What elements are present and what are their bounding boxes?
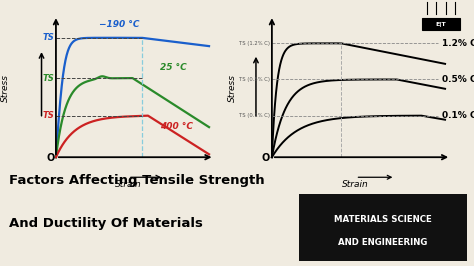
Text: 0.1% C: 0.1% C bbox=[442, 111, 474, 120]
Text: 0.5% C: 0.5% C bbox=[442, 75, 474, 84]
Text: Strain: Strain bbox=[115, 180, 141, 189]
Text: MATERIALS SCIENCE: MATERIALS SCIENCE bbox=[334, 215, 432, 224]
Text: Stress: Stress bbox=[1, 74, 10, 102]
Text: E|T: E|T bbox=[436, 22, 446, 27]
Text: AND ENGINEERING: AND ENGINEERING bbox=[338, 238, 428, 247]
Text: Strain: Strain bbox=[342, 180, 369, 189]
Text: −190 °C: −190 °C bbox=[99, 20, 139, 29]
Text: 1.2% C: 1.2% C bbox=[442, 39, 474, 48]
Text: 400 °C: 400 °C bbox=[160, 122, 193, 131]
Text: Stress: Stress bbox=[228, 74, 237, 102]
Text: Factors Affecting Tensile Strength: Factors Affecting Tensile Strength bbox=[9, 174, 265, 187]
Text: O: O bbox=[46, 153, 55, 163]
Text: TS: TS bbox=[42, 111, 54, 120]
Text: TS (1.2% C): TS (1.2% C) bbox=[239, 41, 270, 46]
FancyBboxPatch shape bbox=[422, 18, 460, 30]
Text: TS (0.1% C): TS (0.1% C) bbox=[239, 113, 270, 118]
Text: TS: TS bbox=[42, 33, 54, 42]
Text: O: O bbox=[262, 153, 270, 163]
Text: TS (0.5% C): TS (0.5% C) bbox=[239, 77, 270, 82]
Text: TS: TS bbox=[42, 74, 54, 82]
Text: 25 °C: 25 °C bbox=[160, 63, 187, 72]
Text: And Ductility Of Materials: And Ductility Of Materials bbox=[9, 217, 203, 230]
